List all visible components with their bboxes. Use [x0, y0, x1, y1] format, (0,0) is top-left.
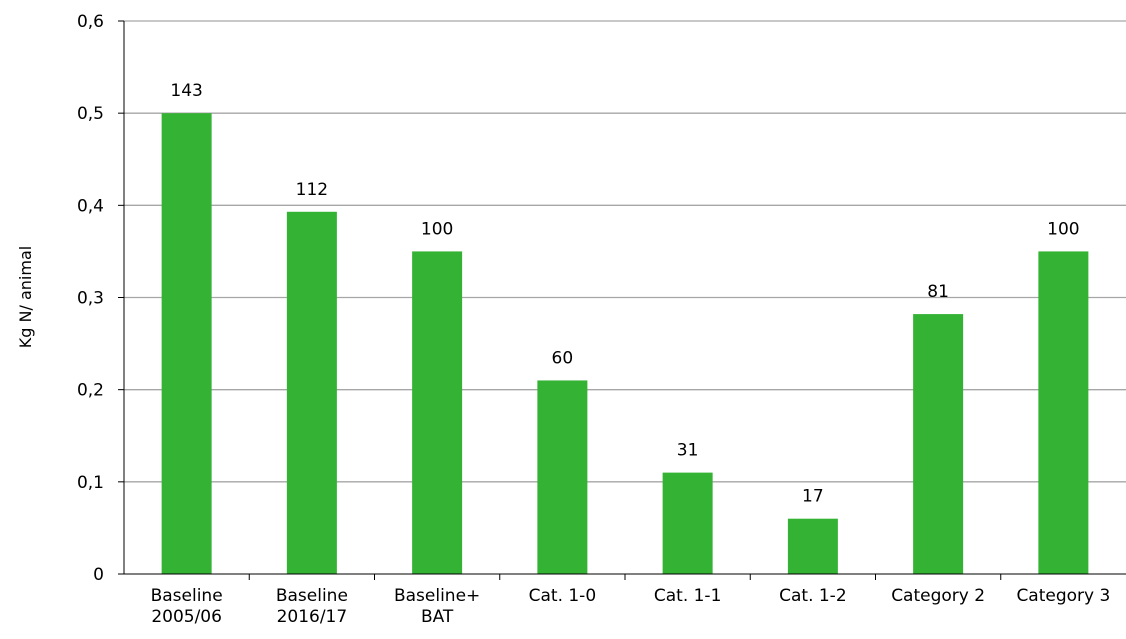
y-tick-label: 0,2 — [77, 381, 104, 401]
x-tick-label: Cat. 1-0 — [529, 586, 597, 606]
x-tick-label: Category 2 — [891, 586, 985, 606]
labels: 0 0,1 0,2 0,3 0,4 0,5 0,6 143 Baseline 2005/06 112… — [77, 12, 1110, 627]
axes — [118, 20, 1126, 580]
x-tick-label: Baseline+ BAT — [394, 586, 480, 627]
y-tick-label: 0,1 — [77, 473, 104, 493]
gridlines — [124, 20, 1126, 483]
bar — [537, 380, 588, 574]
bar — [662, 472, 713, 574]
bar — [286, 211, 337, 574]
data-label: 100 — [421, 219, 453, 239]
y-tick-label: 0 — [93, 565, 104, 585]
x-tick-label: Cat. 1-2 — [779, 586, 847, 606]
x-tick-label: Baseline 2005/06 — [151, 586, 223, 627]
data-label: 17 — [802, 487, 824, 507]
bar — [1038, 251, 1089, 574]
x-tick-label: Baseline 2016/17 — [276, 586, 348, 627]
y-tick-label: 0,5 — [77, 104, 104, 124]
data-label: 100 — [1047, 219, 1079, 239]
bar — [787, 518, 838, 574]
bar — [913, 314, 964, 574]
bar — [161, 113, 212, 575]
y-axis-title: Kg N/ animal — [16, 246, 35, 348]
y-tick-label: 0,3 — [77, 289, 104, 309]
data-label: 31 — [677, 441, 699, 461]
data-label: 60 — [552, 348, 574, 368]
x-tick-label: Cat. 1-1 — [654, 586, 722, 606]
bars — [161, 113, 1089, 575]
y-tick-label: 0,6 — [77, 12, 104, 32]
bar — [412, 251, 463, 574]
data-label: 112 — [296, 180, 328, 200]
y-tick-label: 0,4 — [77, 196, 104, 216]
x-tick-label: Category 3 — [1016, 586, 1110, 606]
data-label: 81 — [927, 282, 949, 302]
data-label: 143 — [170, 81, 202, 101]
